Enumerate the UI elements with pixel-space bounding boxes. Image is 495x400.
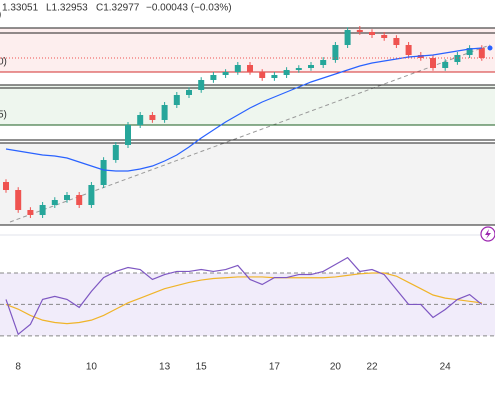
- x-tick-label: 8: [15, 362, 21, 373]
- candle-body: [210, 75, 217, 80]
- candle-body: [369, 32, 375, 35]
- x-tick-label: 15: [196, 362, 208, 373]
- candle-body: [356, 30, 363, 32]
- zone: [0, 143, 495, 225]
- x-tick-label: 13: [159, 362, 171, 373]
- candle-body: [454, 55, 461, 62]
- candle-body: [3, 182, 9, 190]
- candle-body: [76, 195, 83, 205]
- ohlc-change: −0.00043 (−0.03%): [146, 3, 232, 14]
- ohlc-low: L1.32953: [46, 3, 88, 14]
- candle-body: [283, 70, 290, 75]
- candle-body: [198, 80, 205, 90]
- zone: [0, 85, 495, 125]
- zone: [0, 28, 495, 72]
- x-tick-label: 17: [269, 362, 281, 373]
- candle-body: [137, 115, 144, 125]
- candle-body: [125, 125, 131, 145]
- ohlc-close: C1.32977: [96, 3, 140, 14]
- candle-body: [478, 48, 485, 58]
- candle-body: [271, 75, 278, 78]
- candle-body: [259, 72, 266, 78]
- candle-body: [442, 62, 449, 68]
- rsi-line: [5, 256, 483, 336]
- candle-body: [100, 160, 107, 185]
- candle-body: [466, 48, 473, 55]
- x-tick-label: 10: [86, 362, 98, 373]
- edge-label: ): [0, 10, 1, 21]
- candle-body: [332, 45, 339, 60]
- candle-body: [88, 185, 95, 205]
- candle-body: [112, 145, 119, 160]
- edge-label: 5): [0, 110, 7, 121]
- candle-body: [320, 60, 327, 65]
- candle-body: [149, 115, 156, 120]
- candle-body: [51, 200, 58, 205]
- candle-body: [295, 68, 302, 70]
- x-tick-label: 22: [366, 362, 378, 373]
- candle-body: [173, 95, 180, 105]
- candle-body: [186, 90, 192, 95]
- candle-body: [381, 35, 388, 38]
- candle-body: [234, 65, 241, 72]
- candle-body: [64, 195, 70, 200]
- candle-body: [405, 45, 412, 55]
- rsi-ma: [5, 272, 482, 325]
- candle-body: [344, 30, 351, 45]
- candle-body: [308, 65, 314, 68]
- candle-body: [430, 58, 436, 68]
- x-tick-label: 24: [440, 362, 452, 373]
- candle-body: [15, 190, 22, 210]
- candle-body: [247, 65, 253, 72]
- alert-icon[interactable]: [480, 226, 495, 242]
- candle-body: [27, 210, 34, 215]
- x-tick-label: 20: [330, 362, 342, 373]
- candle-body: [222, 72, 229, 75]
- ohlc-open: 1.33051: [2, 3, 39, 14]
- ma-end-dot: [487, 45, 493, 51]
- candle-body: [161, 105, 168, 120]
- candle-body: [393, 38, 400, 45]
- edge-label: 0): [0, 57, 7, 68]
- candle-body: [39, 205, 46, 215]
